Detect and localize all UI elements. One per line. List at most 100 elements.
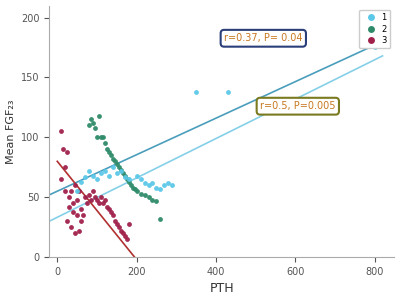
Point [90,121,96,126]
Point [102,141,108,146]
Point [112,219,118,224]
Point [120,171,126,176]
Point [90,173,96,178]
Point [126,177,132,182]
Point [104,204,110,209]
Point [137,191,144,196]
Text: r=0.5, P=0.005: r=0.5, P=0.005 [260,101,336,111]
Point [78,179,84,184]
Point [122,233,128,238]
Point [130,185,136,190]
Point [86,169,92,173]
Y-axis label: Mean FGF₂₃: Mean FGF₂₃ [6,99,16,164]
Point [169,183,176,188]
Point [116,165,122,170]
Point [72,231,78,236]
Point [145,183,152,188]
Point [62,165,68,170]
Point [126,221,132,226]
Point [82,195,88,200]
Point [106,207,112,212]
Point [86,123,92,128]
Point [74,213,80,218]
Point [98,195,104,200]
Point [118,169,124,173]
Point [122,175,128,179]
Point [134,189,140,194]
Point [78,207,84,212]
Point [86,192,92,197]
Point [124,177,130,182]
Point [157,186,164,191]
Point [104,147,110,152]
Point [165,181,172,185]
Point [118,167,124,172]
Point [98,135,104,140]
Point [58,177,64,182]
Point [112,159,118,164]
Point [149,181,156,185]
Point [96,201,102,206]
Point [108,209,114,214]
Point [70,209,76,214]
Point [372,45,378,50]
Point [68,225,74,230]
Point [110,213,116,218]
Point [62,189,68,194]
X-axis label: PTH: PTH [210,282,234,296]
Point [66,195,72,200]
Point [114,161,120,166]
Point [110,157,116,161]
Point [110,165,116,170]
Point [149,197,156,202]
Point [153,198,160,203]
Point [94,197,100,202]
Point [145,195,152,200]
Point [72,183,78,188]
Point [106,173,112,178]
Point [108,153,114,158]
Point [76,189,82,194]
Point [98,171,104,176]
Point [193,89,199,94]
Point [70,201,76,206]
Point [78,219,84,224]
Point [88,197,94,202]
Point [76,228,82,233]
Point [100,201,106,206]
Point [153,185,160,190]
Point [74,189,80,194]
Point [66,204,72,209]
Point [225,89,231,94]
Point [90,189,96,194]
Point [96,113,102,118]
Point [60,147,66,152]
Point [157,216,164,221]
Point [161,183,168,188]
Point [74,197,80,202]
Point [116,225,122,230]
Point [134,173,140,178]
Point [114,221,120,226]
Point [102,197,108,202]
Point [92,195,98,200]
Point [68,189,74,194]
Point [102,169,108,173]
Point [120,231,126,236]
Point [64,149,70,154]
Point [114,171,120,176]
Point [64,219,70,224]
Point [100,135,106,140]
Point [137,177,144,182]
Point [132,186,138,191]
Legend: 1, 2, 3: 1, 2, 3 [359,10,390,48]
Point [122,173,128,178]
Point [82,175,88,179]
Point [126,179,132,184]
Point [88,117,94,122]
Point [118,228,124,233]
Point [128,183,134,188]
Point [80,213,86,218]
Text: r=0.37, P= 0.04: r=0.37, P= 0.04 [224,33,302,43]
Point [58,129,64,134]
